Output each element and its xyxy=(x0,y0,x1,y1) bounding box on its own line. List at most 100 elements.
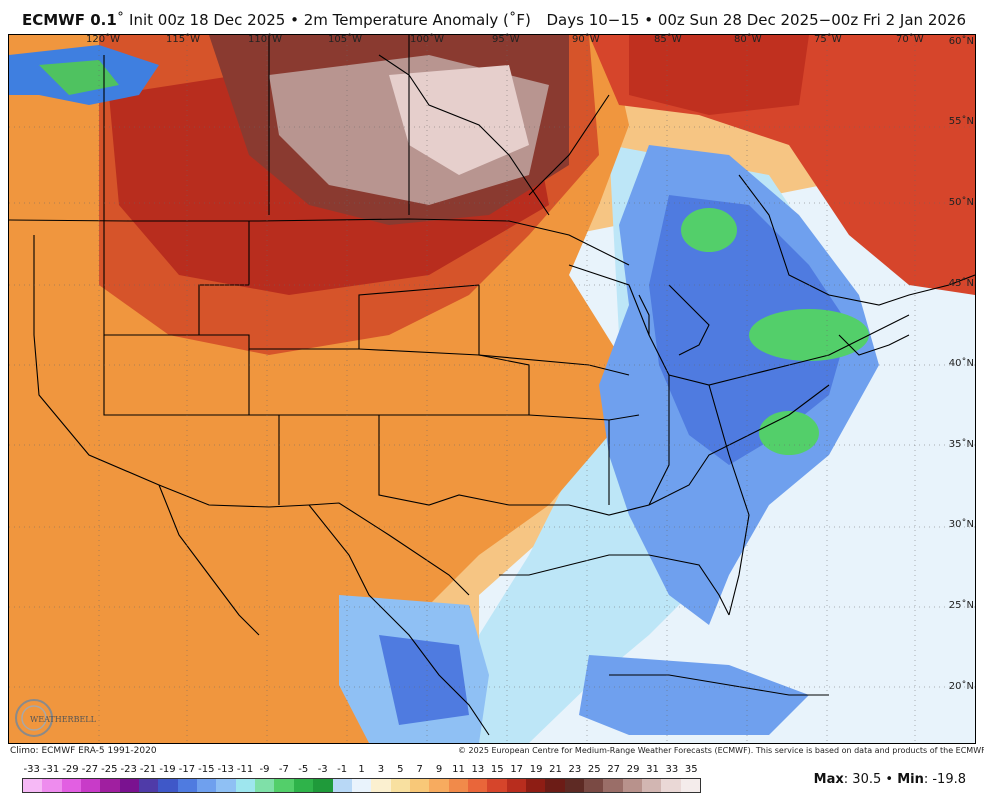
colorbar-swatch xyxy=(622,779,642,792)
colorbar-tick-label: 29 xyxy=(626,764,640,775)
lat-label: 30˚N xyxy=(948,519,974,530)
logo-text: WEATHERBELL xyxy=(30,715,97,724)
colorbar-swatch xyxy=(661,779,681,792)
lat-label: 45˚N xyxy=(948,278,974,289)
max-min: Max: 30.5 • Min: -19.8 xyxy=(813,772,966,787)
colorbar-swatch xyxy=(274,779,294,792)
lat-label: 25˚N xyxy=(948,600,974,611)
colorbar-tick-label: 1 xyxy=(358,764,365,775)
colorbar-tick-label: 15 xyxy=(490,764,504,775)
colorbar-tick-label: -25 xyxy=(101,764,118,775)
colorbar-ticks: -33 -31 -29 -27 -25 -23 -21 -19 -17 -15 -13 -11 -9 -7… xyxy=(10,764,710,776)
lon-label: 70˚W xyxy=(896,34,924,45)
colorbar-swatch xyxy=(467,779,488,792)
colorbar-tick-label: -9 xyxy=(259,764,270,775)
colorbar-swatch xyxy=(332,779,352,792)
colorbar-tick-label: 33 xyxy=(665,764,679,775)
init-info: ˚ Init 00z 18 Dec 2025 • 2m Temperature … xyxy=(116,11,531,29)
colorbar-tick-label: -11 xyxy=(236,764,254,775)
colorbar-tick-label: 3 xyxy=(377,764,385,775)
graticule xyxy=(9,35,975,743)
colorbar-swatch xyxy=(313,779,333,792)
colorbar-swatch xyxy=(564,779,584,792)
colorbar-tick-label: 5 xyxy=(397,764,404,775)
colorbar-swatch xyxy=(119,779,140,792)
copyright-note: © 2025 European Centre for Medium-Range … xyxy=(458,746,984,755)
lat-label: 20˚N xyxy=(948,681,974,692)
colorbar-swatch xyxy=(506,779,526,792)
colorbar-tick-label: 9 xyxy=(435,764,443,775)
colorbar-swatch xyxy=(61,779,82,792)
lat-label: 60˚N xyxy=(948,36,974,47)
colorbar-tick-label: 25 xyxy=(587,764,601,775)
colorbar-tick-label: -29 xyxy=(62,764,79,775)
colorbar-swatch xyxy=(583,779,604,792)
colorbar-tick-label: -13 xyxy=(217,764,234,775)
colorbar-swatch xyxy=(487,779,507,792)
weatherbell-logo: WEATHERBELL xyxy=(14,696,100,740)
colorbar-swatch xyxy=(525,779,546,792)
colorbar-swatch xyxy=(255,779,275,792)
colorbar-swatch xyxy=(545,779,565,792)
min-label: Min xyxy=(897,772,924,787)
colorbar-tick-label: -3 xyxy=(317,764,328,775)
lon-label: 120˚W xyxy=(86,34,120,45)
colorbar-tick-label: 35 xyxy=(684,764,698,775)
colorbar-tick-label: 27 xyxy=(607,764,621,775)
colorbar-tick-label: 17 xyxy=(510,764,524,775)
colorbar-swatch xyxy=(42,779,62,792)
colorbar-tick-label: -17 xyxy=(178,764,196,775)
colorbar-swatch xyxy=(158,779,178,792)
min-value: -19.8 xyxy=(932,772,966,787)
lon-label: 75˚W xyxy=(814,34,842,45)
colorbar-tick-label: -5 xyxy=(298,764,309,775)
colorbar-swatch xyxy=(197,779,217,792)
lon-label: 105˚W xyxy=(328,34,362,45)
model-name: ECMWF 0.1 xyxy=(22,11,117,29)
colorbar-tick-label: -21 xyxy=(139,764,157,775)
colorbar-swatch xyxy=(81,779,101,792)
colorbar-tick-label: 21 xyxy=(549,764,562,775)
colorbar-tick-label: -19 xyxy=(159,764,176,775)
colorbar-swatch xyxy=(642,779,662,792)
climo-note: Climo: ECMWF ERA-5 1991-2020 xyxy=(10,746,157,756)
colorbar-swatch xyxy=(177,779,198,792)
colorbar-swatch xyxy=(429,779,449,792)
colorbar-swatch xyxy=(603,779,623,792)
valid-period: Days 10−15 • 00z Sun 28 Dec 2025−00z Fri… xyxy=(546,11,967,29)
state-borders xyxy=(9,35,975,736)
colorbar-tick-label: 11 xyxy=(452,764,465,775)
colorbar xyxy=(22,778,701,793)
colorbar-swatch xyxy=(139,779,159,792)
colorbar-tick-label: 23 xyxy=(568,764,582,775)
map-canvas xyxy=(9,35,975,743)
colorbar-tick-label: -1 xyxy=(337,764,348,775)
anomaly-map xyxy=(8,34,976,744)
lon-label: 85˚W xyxy=(654,34,682,45)
colorbar-tick-label: 31 xyxy=(646,764,659,775)
colorbar-swatch xyxy=(448,779,468,792)
colorbar-swatch xyxy=(235,779,256,792)
lat-label: 40˚N xyxy=(948,358,974,369)
colorbar-tick-label: -31 xyxy=(42,764,60,775)
colorbar-tick-label: 13 xyxy=(471,764,485,775)
lat-label: 55˚N xyxy=(948,116,974,127)
lon-label: 80˚W xyxy=(734,34,762,45)
colorbar-swatch xyxy=(23,779,43,792)
colorbar-swatch xyxy=(100,779,120,792)
lon-label: 95˚W xyxy=(492,34,520,45)
colorbar-tick-label: 19 xyxy=(529,764,543,775)
colorbar-tick-label: -7 xyxy=(278,764,289,775)
colorbar-tick-label: 7 xyxy=(416,764,423,775)
lat-label: 50˚N xyxy=(948,197,974,208)
colorbar-tick-label: -23 xyxy=(120,764,137,775)
colorbar-swatch xyxy=(680,779,701,792)
colorbar-swatch xyxy=(371,779,391,792)
header: ECMWF 0.1˚ Init 00z 18 Dec 2025 • 2m Tem… xyxy=(0,0,984,34)
colorbar-tick-label: -33 xyxy=(23,764,40,775)
lon-label: 115˚W xyxy=(166,34,200,45)
colorbar-tick-label: -15 xyxy=(198,764,215,775)
colorbar-tick-label: -27 xyxy=(81,764,99,775)
max-label: Max xyxy=(813,772,844,787)
lat-label: 35˚N xyxy=(948,439,974,450)
